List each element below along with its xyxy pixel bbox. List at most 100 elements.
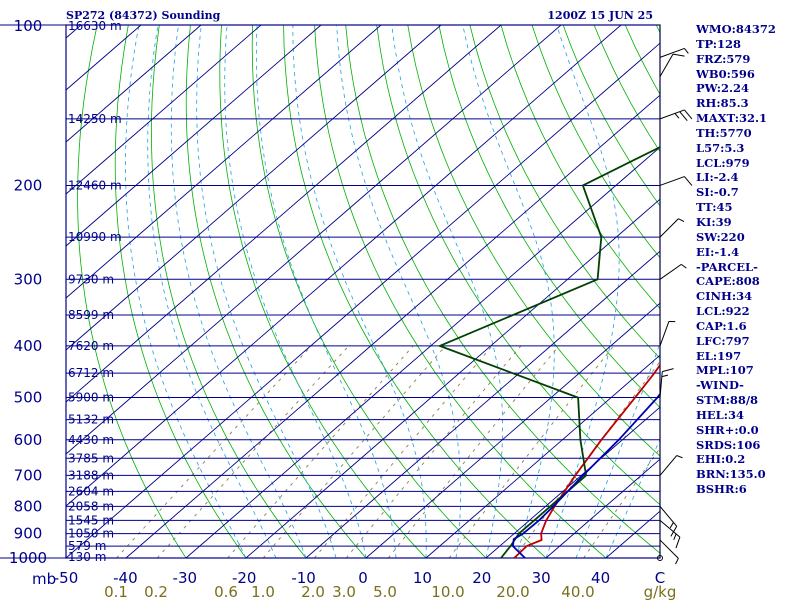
height-label: 2058 m: [68, 499, 114, 513]
mixing-ratio-lines: [116, 345, 660, 558]
pressure-tick-label: 1000: [9, 549, 47, 567]
pressure-tick-label: 800: [14, 497, 43, 515]
wind-barb-staff: [659, 371, 663, 398]
isotherm-line: [66, 25, 322, 247]
temperature-labels: -50 -40 -30 -20 -10 0 10 20 30 40 C: [54, 569, 665, 587]
height-label: 3188 m: [68, 468, 114, 482]
mixing-ratio-tick-label: 20.0: [496, 583, 529, 600]
height-label: 5132 m: [68, 413, 114, 427]
wind-barb-half-flag: [669, 522, 674, 529]
height-label: 3785 m: [68, 451, 114, 465]
temperature-tick-label: 40: [591, 569, 610, 587]
dry-adiabats: [77, 25, 660, 558]
index-item: RH:85.3: [696, 96, 749, 111]
index-item: LI:-2.4: [696, 170, 739, 185]
index-item: EHI:0.2: [696, 452, 746, 467]
index-item: SW:220: [696, 229, 745, 244]
isotherms: [66, 25, 660, 558]
wind-barb-flag: [684, 176, 693, 186]
pressure-tick-label: 500: [14, 389, 43, 407]
height-label: 579 m: [68, 539, 106, 553]
index-item: CAP:1.6: [696, 318, 747, 333]
wind-barb-staff: [659, 53, 674, 77]
wind-barb-staff: [659, 539, 679, 559]
pressure-tick-label: 700: [14, 466, 43, 484]
wind-barb-flag: [675, 536, 681, 549]
index-item: SRDS:106: [696, 437, 761, 452]
isotherm-line: [66, 25, 382, 299]
index-item: SHR+:0.0: [696, 422, 759, 437]
wind-barb-flag: [684, 109, 693, 120]
station-title: SP272 (84372) Sounding: [66, 9, 221, 22]
pressure-labels: 100 200 300 400 500 600 700 800 900 1000: [9, 17, 47, 567]
index-item: LCL:922: [696, 304, 750, 319]
index-item: EL:197: [696, 348, 742, 363]
wind-barb-half-flag: [684, 48, 689, 54]
height-label: 9730 m: [68, 272, 114, 286]
wind-barb-staff: [659, 218, 679, 238]
index-item: PW:2.24: [696, 81, 750, 96]
index-item: -WIND-: [696, 378, 744, 393]
index-item: LCL:979: [696, 155, 750, 170]
dry-adiabat-line: [345, 25, 660, 554]
mixing-ratio-tick-label: 1.0: [251, 583, 275, 600]
temperature-tick-label: -40: [113, 569, 138, 587]
height-label: 14250 m: [68, 112, 122, 126]
height-label: 12460 m: [68, 178, 122, 192]
dry-adiabat-line: [283, 25, 547, 558]
temperature-tick-label: 20: [472, 569, 491, 587]
parcel-line: [512, 392, 660, 558]
wind-barb-staff: [659, 519, 681, 538]
wind-barb-staff: [659, 47, 685, 58]
temperature-tick-label: 10: [413, 569, 432, 587]
index-item: TH:5770: [696, 125, 752, 140]
isotherm-line: [66, 25, 622, 507]
wind-barb-flag: [679, 111, 688, 121]
isobars: [66, 25, 660, 558]
mixing-ratio-tick-label: g/kg: [644, 583, 677, 600]
isotherm-line: [66, 25, 442, 351]
pressure-tick-label: 300: [14, 270, 43, 288]
temperature-tick-label: 0: [358, 569, 368, 587]
moist-adiabat-line: [462, 25, 555, 558]
profile-lines: [438, 146, 660, 558]
index-item: WB0:596: [696, 66, 755, 81]
index-item: L57:5.3: [696, 140, 745, 155]
index-item: KI:39: [696, 214, 732, 229]
pressure-tick-label: 100: [14, 17, 43, 35]
isotherm-line: [66, 25, 202, 143]
isotherm-line: [66, 42, 660, 558]
index-item: BSHR:6: [696, 482, 747, 497]
pressure-tick-label: 900: [14, 525, 43, 543]
wind-barb-flag: [672, 53, 685, 57]
mixing-ratio-tick-label: 0.2: [144, 583, 168, 600]
isotherm-line: [66, 25, 502, 403]
wind-barb-half-flag: [675, 558, 679, 565]
mixing-ratio-line: [345, 345, 522, 558]
height-label: 8599 m: [68, 308, 114, 322]
mixing-ratio-tick-label: 10.0: [431, 583, 464, 600]
mixing-ratio-tick-label: 3.0: [332, 583, 356, 600]
mixing-ratio-line: [156, 345, 350, 558]
dry-adiabat-line: [185, 25, 367, 558]
wind-barb-staff: [659, 176, 685, 186]
height-label: 2604 m: [68, 484, 114, 498]
wind-barb-flag: [662, 368, 674, 373]
index-item: TT:45: [696, 200, 733, 215]
index-item: -PARCEL-: [696, 259, 758, 274]
isotherm-line: [365, 302, 660, 558]
isotherm-line: [185, 146, 660, 558]
wind-barb-half-flag: [678, 218, 685, 222]
index-item: FRZ:579: [696, 51, 751, 66]
mixing-ratio-tick-label: 0.6: [214, 583, 238, 600]
height-label: 1050 m: [68, 527, 114, 541]
height-labels: 16630 m 14250 m 12460 m 10990 m 9730 m 8599 m…: [68, 19, 122, 564]
wind-barb-flag: [670, 526, 678, 537]
moist-adiabat-line: [170, 25, 307, 558]
height-label: 4430 m: [68, 433, 114, 447]
pressure-tick-label: 600: [14, 431, 43, 449]
valid-time: 1200Z 15 JUN 25: [547, 9, 653, 22]
height-label: 130 m: [68, 550, 106, 564]
index-item: WMO:84372: [696, 22, 776, 36]
index-item: CAPE:808: [696, 274, 760, 289]
